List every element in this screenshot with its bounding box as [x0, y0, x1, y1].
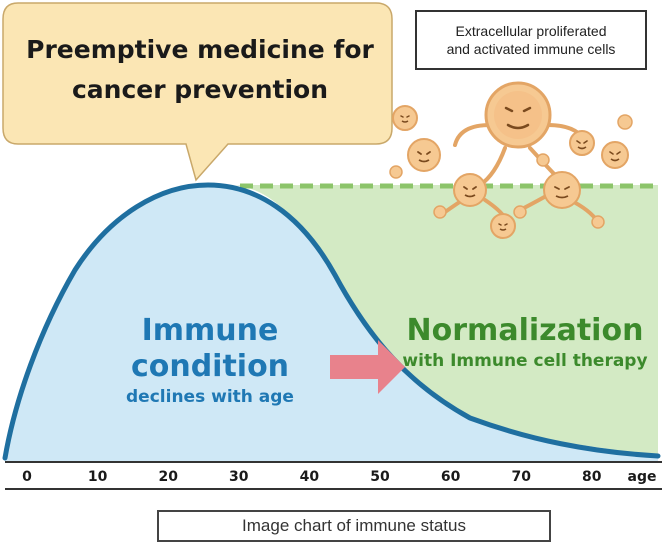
speech-bubble-text: Preemptive medicine for cancer preventio… [14, 30, 386, 110]
x-axis-ticks: 0 10 20 30 40 50 60 70 80 age [22, 469, 656, 485]
immune-condition-subtitle: declines with age [126, 387, 294, 407]
immune-cell-icon [433, 205, 447, 219]
chart-caption: Image chart of immune status [157, 510, 551, 542]
normalization-area [235, 185, 658, 456]
x-axis-unit-label: age [628, 469, 657, 485]
immune-cells-illustration [389, 81, 633, 239]
immune-cell-icon [490, 213, 516, 239]
immune-cell-icon [513, 205, 527, 219]
speech-bubble [2, 2, 393, 182]
immune-cell-icon [407, 138, 441, 172]
immune-cell-icon [543, 171, 581, 209]
immune-condition-title: Immune condition [130, 313, 290, 384]
immune-cell-icon [453, 173, 487, 207]
x-axis-tick-label: 80 [582, 469, 602, 485]
x-axis-tick-label: 40 [300, 469, 320, 485]
callout-line-2: and activated immune cells [446, 41, 616, 57]
normalization-title: Normalization [406, 313, 644, 348]
x-axis-tick-label: 10 [88, 469, 108, 485]
x-axis-tick-label: 20 [158, 469, 178, 485]
bubble-line-2: cancer prevention [71, 75, 329, 104]
x-axis-tick-label: 50 [370, 469, 390, 485]
immune-cell-icon [389, 165, 403, 179]
immune-cell-icon [601, 141, 629, 169]
immune-cell-icon [569, 130, 595, 156]
x-axis-tick-label: 30 [229, 469, 249, 485]
x-axis-tick-label: 0 [22, 469, 32, 485]
arrow-right-icon [330, 340, 405, 394]
immune-cell-icon [392, 105, 418, 131]
callout-line-1: Extracellular proliferated [455, 23, 607, 39]
bubble-line-1: Preemptive medicine for [26, 35, 374, 64]
immune-cell-icon [591, 215, 605, 229]
large-immune-cell-icon [484, 81, 552, 149]
immune-cell-icon [617, 114, 633, 130]
normalization-label: Normalization with Immune cell therapy [395, 313, 655, 373]
immune-condition-label: Immune condition declines with age [60, 313, 360, 409]
normalization-subtitle: with Immune cell therapy [402, 351, 648, 371]
x-axis-tick-label: 60 [441, 469, 461, 485]
x-axis-tick-label: 70 [511, 469, 531, 485]
immune-condition-curve [2, 182, 661, 461]
immune-cell-icon [536, 153, 550, 167]
immune-condition-area [5, 185, 658, 462]
immune-cells-callout: Extracellular proliferated and activated… [415, 10, 647, 70]
